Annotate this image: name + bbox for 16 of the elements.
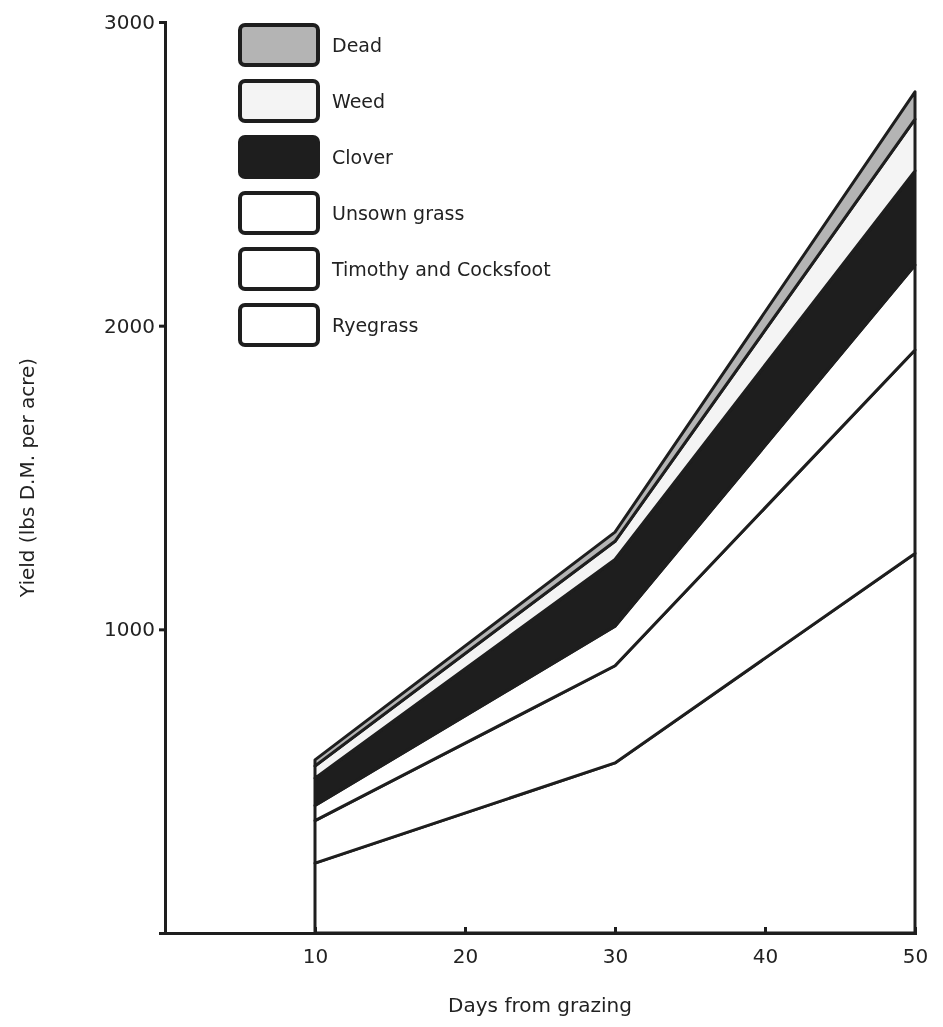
x-tick-label: 50 <box>902 944 929 969</box>
y-tick-label: 2000 <box>104 313 155 338</box>
x-tick-label: 20 <box>452 944 479 969</box>
legend-label: Clover <box>332 146 394 168</box>
legend-label: Unsown grass <box>332 202 465 224</box>
x-tick-label: 10 <box>302 944 329 969</box>
x-axis-title: Days from grazing <box>448 993 632 1017</box>
legend-label: Dead <box>332 34 383 56</box>
y-axis-title: Yield (lbs D.M. per acre) <box>15 357 39 599</box>
x-tick-label: 30 <box>602 944 629 969</box>
legend-label: Weed <box>332 90 386 112</box>
y-tick-label: 1000 <box>104 617 155 642</box>
legend-label: Timothy and Cocksfoot <box>331 258 551 280</box>
x-tick-label: 40 <box>752 944 779 969</box>
y-tick-label: 3000 <box>104 9 155 34</box>
legend-label: Ryegrass <box>332 314 419 336</box>
